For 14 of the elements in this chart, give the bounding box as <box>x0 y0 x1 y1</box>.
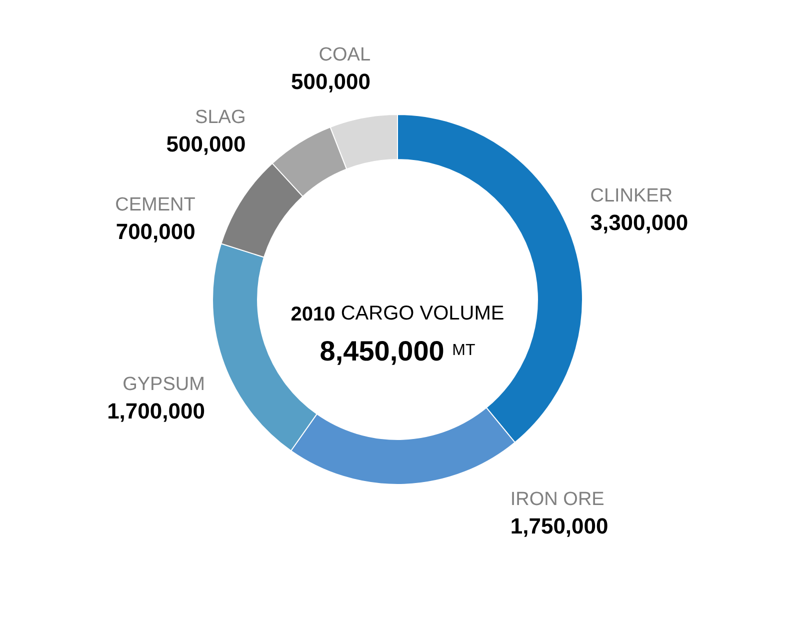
slice-label: COAL <box>318 44 371 66</box>
data-label: 500,000 <box>290 69 371 94</box>
slice-label: CLINKER <box>590 185 673 206</box>
slice-label: CEMENT <box>115 194 196 216</box>
data-label: 3,300,000 <box>590 210 688 235</box>
slice-label: SLAG <box>195 107 246 128</box>
slice-label: GYPSUM <box>122 374 205 395</box>
data-label: 1,750,000 <box>510 513 608 538</box>
data-label: 1,700,000 <box>107 398 205 424</box>
data-label: 500,000 <box>166 132 246 157</box>
text: 8,450,000 MT <box>320 336 476 366</box>
text: 2010 CARGO VOLUME <box>290 302 504 326</box>
data-label: 700,000 <box>116 218 196 244</box>
slice-label: IRON ORE <box>510 488 604 510</box>
